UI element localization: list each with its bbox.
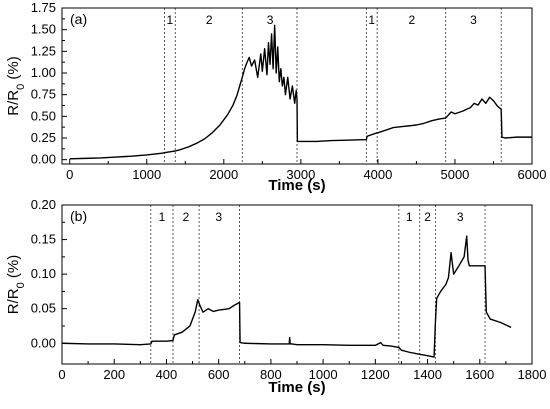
- x-tick-label: 800: [260, 367, 282, 382]
- x-tick-label: 600: [208, 367, 230, 382]
- y-tick-label: 1.50: [31, 22, 56, 37]
- panel-label: (b): [70, 208, 87, 224]
- region-label: 3: [470, 13, 477, 27]
- y-tick-label: 0.50: [31, 108, 56, 123]
- region-label: 2: [206, 13, 213, 27]
- region-label: 1: [406, 210, 413, 224]
- x-tick-label: 4000: [363, 167, 392, 182]
- region-label: 3: [267, 13, 274, 27]
- y-tick-label: 0.05: [31, 301, 56, 316]
- region-label: 1: [368, 13, 375, 27]
- region-label: 3: [457, 210, 464, 224]
- region-label: 1: [167, 13, 174, 27]
- plot-frame: [61, 204, 533, 365]
- x-tick-label: 1000: [309, 367, 338, 382]
- region-label: 2: [424, 210, 431, 224]
- x-tick-label: 1600: [465, 367, 494, 382]
- data-series-line: [61, 235, 512, 358]
- data-series-line: [69, 24, 532, 160]
- x-tick-label: 200: [103, 367, 125, 382]
- plot-frame: [61, 7, 533, 165]
- x-tick-label: 2000: [209, 167, 238, 182]
- y-axis-title: R/R0 (%): [5, 56, 27, 115]
- x-tick-label: 1000: [132, 167, 161, 182]
- x-tick-label: 5000: [440, 167, 469, 182]
- x-tick-label: 1200: [361, 367, 390, 382]
- x-tick-label: 0: [58, 367, 65, 382]
- panel-label: (a): [70, 11, 87, 27]
- y-tick-label: 0.20: [31, 197, 56, 212]
- x-axis-title: Time (s): [268, 379, 325, 396]
- x-tick-label: 400: [156, 367, 178, 382]
- x-tick-label: 3000: [286, 167, 315, 182]
- y-tick-label: 0.00: [31, 335, 56, 350]
- y-tick-label: 1.75: [31, 0, 56, 15]
- y-tick-label: 0.75: [31, 87, 56, 102]
- region-label: 1: [159, 210, 166, 224]
- region-label: 2: [408, 13, 415, 27]
- y-tick-label: 0.15: [31, 232, 56, 247]
- y-tick-label: 1.00: [31, 65, 56, 80]
- x-tick-label: 6000: [518, 167, 547, 182]
- x-tick-label: 1800: [518, 367, 547, 382]
- region-label: 2: [183, 210, 190, 224]
- region-label: 3: [215, 210, 222, 224]
- panel-b: 0 200 400 600 800 1000 1200 1400 1600 1800 0.00 0.0…: [5, 197, 546, 396]
- x-tick-label: 1400: [413, 367, 442, 382]
- y-axis-title: R/R0 (%): [5, 255, 27, 314]
- x-axis-title: Time (s): [268, 177, 325, 194]
- y-tick-label: 1.25: [31, 43, 56, 58]
- y-tick-label: 0.25: [31, 130, 56, 145]
- panel-a: 0 1000 2000 3000 4000 5000 6000 0.00 0.25 0.50 0.7…: [5, 0, 546, 194]
- y-tick-label: 0.00: [31, 152, 56, 167]
- x-tick-label: 0: [66, 167, 73, 182]
- y-tick-label: 0.10: [31, 266, 56, 281]
